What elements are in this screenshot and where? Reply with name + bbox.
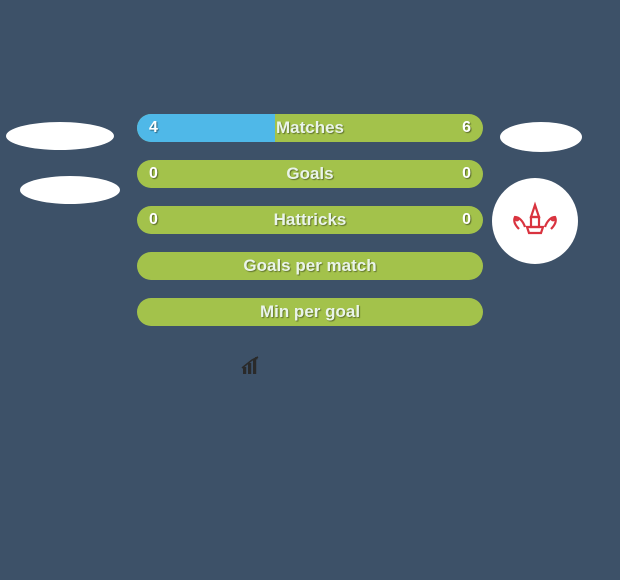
club-crest [492, 178, 578, 264]
stat-row: Min per goal [137, 298, 483, 326]
stat-label: Goals per match [137, 252, 483, 280]
background [0, 0, 620, 580]
stat-row: 46Matches [137, 114, 483, 142]
stat-label: Hattricks [137, 206, 483, 234]
crest-icon [505, 199, 565, 243]
stat-label: Goals [137, 160, 483, 188]
stat-row: 00Goals [137, 160, 483, 188]
stat-row: Goals per match [137, 252, 483, 280]
stat-label: Min per goal [137, 298, 483, 326]
brand-chart-icon [240, 355, 262, 377]
side-ellipse [500, 122, 582, 152]
side-ellipse [20, 176, 120, 204]
side-ellipse [6, 122, 114, 150]
stat-label: Matches [137, 114, 483, 142]
stat-row: 00Hattricks [137, 206, 483, 234]
